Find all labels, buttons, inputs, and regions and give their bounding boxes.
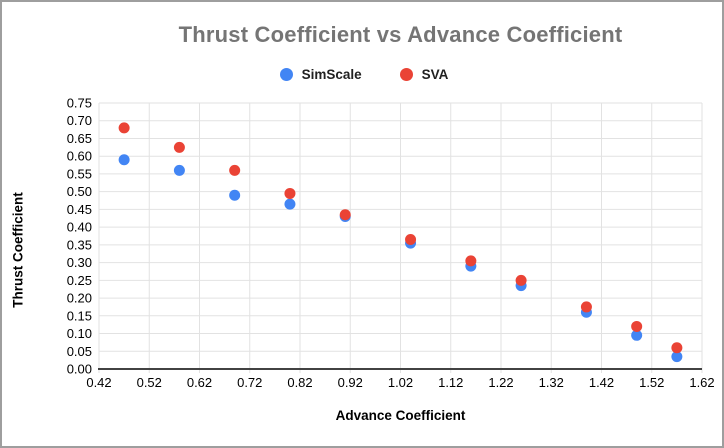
y-tick-label: 0.75 [67, 96, 92, 111]
data-point-sva[interactable] [284, 187, 296, 199]
y-tick-label: 0.65 [67, 131, 92, 146]
x-tick-label: 0.82 [287, 375, 312, 390]
y-tick-label: 0.60 [67, 149, 92, 164]
x-tick-label: 1.62 [689, 375, 714, 390]
data-point-sva[interactable] [631, 320, 643, 332]
data-point-sva[interactable] [339, 209, 351, 221]
y-tick-label: 0.30 [67, 255, 92, 270]
data-point-sva[interactable] [405, 234, 417, 246]
data-point-sva[interactable] [229, 164, 241, 176]
data-point-sva[interactable] [118, 122, 130, 134]
x-tick-label: 0.52 [137, 375, 162, 390]
y-tick-label: 0.40 [67, 220, 92, 235]
y-tick-label: 0.05 [67, 344, 92, 359]
data-point-sva[interactable] [173, 141, 185, 153]
legend-swatch-simscale-icon [279, 67, 293, 81]
y-axis-title: Thrust Coefficient [10, 192, 26, 308]
data-point-sva[interactable] [580, 301, 592, 313]
x-tick-label: 1.32 [539, 375, 564, 390]
x-tick-label: 0.92 [338, 375, 363, 390]
data-point-sva[interactable] [465, 255, 477, 267]
legend-item-simscale[interactable]: SimScale [279, 66, 362, 82]
legend-label: SimScale [301, 66, 362, 82]
legend: SimScale SVA [2, 63, 722, 85]
y-tick-label: 0.10 [67, 326, 92, 341]
x-tick-label: 0.62 [187, 375, 212, 390]
data-point-sva[interactable] [515, 274, 527, 286]
x-tick-label: 1.42 [589, 375, 614, 390]
x-tick-label: 1.12 [438, 375, 463, 390]
data-point-sva[interactable] [671, 342, 683, 354]
x-tick-label: 0.42 [86, 375, 111, 390]
legend-label: SVA [421, 66, 449, 82]
y-tick-label: 0.15 [67, 308, 92, 323]
data-point-simscale[interactable] [173, 164, 185, 176]
y-tick-label: 0.25 [67, 273, 92, 288]
y-tick-label: 0.45 [67, 202, 92, 217]
data-point-simscale[interactable] [284, 198, 296, 210]
legend-swatch-sva-icon [399, 67, 413, 81]
data-point-simscale[interactable] [671, 351, 683, 363]
legend-item-sva[interactable]: SVA [399, 66, 449, 82]
y-tick-label: 0.70 [67, 113, 92, 128]
y-tick-label: 0.20 [67, 291, 92, 306]
x-tick-label: 1.52 [639, 375, 664, 390]
data-point-simscale[interactable] [631, 329, 643, 341]
x-tick-label: 1.22 [488, 375, 513, 390]
y-tick-label: 0.55 [67, 166, 92, 181]
y-tick-label: 0.35 [67, 237, 92, 252]
x-tick-label: 0.72 [237, 375, 262, 390]
data-point-simscale[interactable] [118, 154, 130, 166]
x-tick-label: 1.02 [388, 375, 413, 390]
y-tick-label: 0.00 [67, 362, 92, 377]
chart-title: Thrust Coefficient vs Advance Coefficien… [178, 22, 623, 47]
y-tick-label: 0.50 [67, 184, 92, 199]
x-axis-title: Advance Coefficient [335, 408, 466, 423]
data-point-simscale[interactable] [229, 189, 241, 201]
